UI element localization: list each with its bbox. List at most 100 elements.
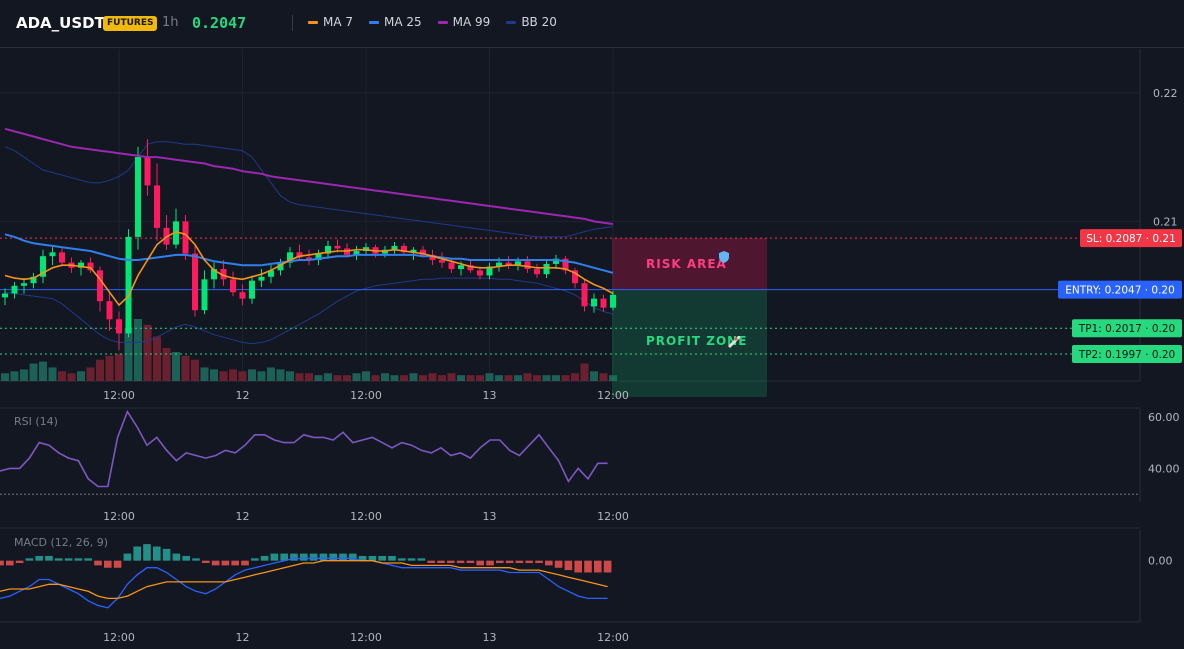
price-tick-label: 0.22	[1153, 87, 1178, 100]
volume-bar	[77, 371, 85, 381]
macd-histogram-bar	[505, 560, 514, 564]
volume-bar	[542, 375, 551, 381]
macd-histogram-bar	[94, 560, 102, 566]
volume-bar	[295, 373, 304, 381]
macd-title: MACD (12, 26, 9)	[14, 536, 108, 549]
macd-histogram-bar	[211, 560, 220, 566]
macd-histogram-bar	[368, 555, 377, 561]
candle-body	[420, 249, 426, 255]
ma99-line	[4, 127, 614, 225]
macd-histogram-bar	[309, 553, 318, 561]
macd-histogram-bar	[241, 560, 249, 566]
macd-histogram-bar	[270, 553, 279, 561]
volume-bar	[466, 375, 475, 381]
candle-body	[220, 269, 227, 280]
candle-body	[591, 298, 597, 307]
interval-selector[interactable]: 1h	[162, 15, 179, 30]
profit-zone-label: PROFIT ZONE	[646, 334, 747, 348]
macd-histogram-bar	[525, 560, 533, 564]
macd-time-tick-label: 12:00	[597, 631, 629, 644]
candle-body	[429, 254, 436, 261]
candle-body	[249, 280, 255, 299]
volume-bar	[504, 375, 513, 381]
volume-bar	[267, 367, 275, 381]
macd-histogram-bar	[535, 560, 543, 564]
candle-body	[49, 252, 56, 257]
volume-bar	[248, 369, 256, 381]
legend-swatch-ma99	[437, 20, 448, 24]
volume-bar	[58, 371, 66, 381]
volume-bar	[105, 355, 114, 381]
candle-body	[182, 221, 189, 254]
macd-line	[0, 557, 608, 609]
legend-ma7[interactable]: MA 7	[308, 15, 353, 29]
legend-ma99[interactable]: MA 99	[437, 15, 490, 29]
volume-bar	[96, 359, 104, 381]
volume-bar	[86, 367, 95, 381]
level-tag-label-tp: TP1: 0.2017 · 0.20	[1078, 323, 1175, 335]
macd-histogram-bar	[0, 560, 4, 566]
macd-histogram-bar	[388, 555, 396, 561]
candle-body	[211, 269, 217, 280]
candle-body	[391, 245, 398, 250]
rocket-window	[734, 337, 738, 341]
candle-body	[572, 270, 578, 284]
macd-signal-line	[0, 560, 608, 600]
symbol-title[interactable]: ADA_USDT	[16, 14, 105, 32]
volume-bar	[495, 375, 503, 381]
macd-histogram-bar	[172, 553, 181, 561]
candle-body	[97, 270, 103, 302]
volume-bar	[362, 371, 370, 381]
macd-tick-label: 0.00	[1148, 555, 1173, 568]
macd-histogram-bar	[427, 560, 435, 564]
legend-bb20[interactable]: BB 20	[506, 15, 557, 29]
candle-body	[467, 265, 474, 271]
price-pane[interactable]: RISK AREA PROFIT ZONE 0.22 0.21 SL: 0.2087 ·…	[0, 49, 1182, 402]
macd-histogram-bar	[545, 560, 553, 566]
candle-body	[40, 256, 46, 277]
macd-histogram-bar	[300, 553, 308, 561]
volume-bar	[580, 363, 589, 381]
candle-body	[600, 298, 607, 308]
macd-pane[interactable]: MACD (12, 26, 9) 0.00 12:00 12 12:00 13 12:00	[0, 527, 1173, 644]
volume-bar	[409, 373, 418, 381]
legend-ma25[interactable]: MA 25	[369, 15, 422, 29]
macd-histogram-bar	[417, 558, 426, 561]
candle-body	[515, 261, 521, 266]
volume-bar	[447, 373, 456, 381]
candle-body	[543, 263, 550, 275]
level-tag-entry	[1058, 280, 1182, 299]
header-divider	[292, 15, 293, 31]
volume-bar	[172, 351, 180, 381]
macd-histogram-bar	[456, 560, 465, 564]
level-tag-label-entry: ENTRY: 0.2047 · 0.20	[1065, 285, 1175, 297]
volume-bar	[48, 367, 57, 381]
macd-time-tick-label: 12:00	[103, 631, 135, 644]
macd-histogram-bar	[290, 553, 298, 561]
volume-bar	[457, 375, 465, 381]
macd-histogram-bar	[6, 560, 14, 566]
candle-body	[315, 253, 322, 261]
candle-body	[439, 260, 445, 263]
candle-body	[144, 157, 151, 186]
volume-bar	[400, 375, 408, 381]
volume-bar	[67, 373, 76, 381]
volume-bar	[191, 359, 199, 381]
macd-histogram-bar	[25, 558, 34, 561]
futures-badge: FUTURES	[103, 16, 158, 31]
level-tag-tp	[1072, 319, 1182, 338]
macd-histogram-bar	[329, 553, 337, 561]
macd-histogram-bar	[447, 560, 455, 564]
rsi-time-tick-label: 13	[483, 510, 497, 523]
macd-histogram-bar	[476, 560, 484, 566]
candle-body	[562, 258, 569, 271]
time-tick-label: 12	[236, 389, 250, 402]
volume-bar	[162, 348, 171, 381]
macd-histogram-bar	[113, 560, 122, 568]
macd-histogram-bar	[584, 560, 592, 573]
volume-bar	[381, 373, 389, 381]
volume-bar	[153, 336, 161, 381]
volume-bar	[229, 369, 237, 381]
rsi-pane[interactable]: RSI (14) 60.00 40.00 12:00 12 12:00 13 12:00	[0, 407, 1180, 523]
